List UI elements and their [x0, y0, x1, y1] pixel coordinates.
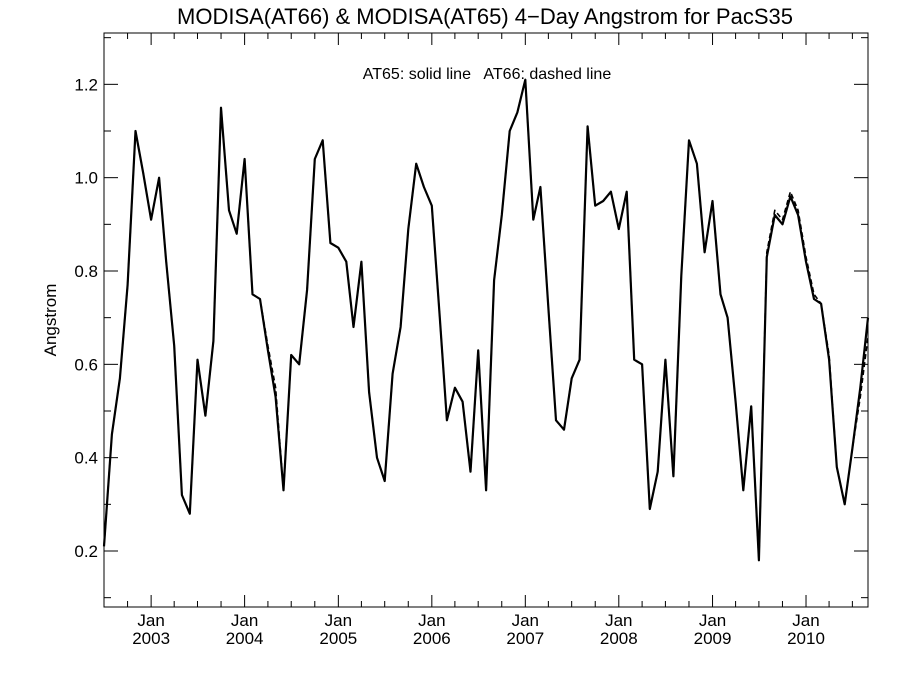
x-tick-month-label: Jan: [325, 611, 352, 630]
y-tick-label: 1.0: [74, 169, 98, 188]
line-style-annotation: AT65: solid line AT66: dashed line: [363, 66, 612, 83]
x-tick-month-label: Jan: [699, 611, 726, 630]
series-line-at66: [103, 78, 869, 562]
x-tick-month-label: Jan: [792, 611, 819, 630]
y-tick-label: 0.6: [74, 355, 98, 374]
y-tick-label: 0.4: [74, 449, 98, 468]
x-tick-year-label: 2009: [694, 629, 732, 648]
x-tick-year-label: 2003: [132, 629, 170, 648]
x-tick-month-label: Jan: [418, 611, 445, 630]
axis-ticks: [104, 33, 868, 607]
plot-frame: [103, 32, 869, 608]
chart-title: MODISA(AT66) & MODISA(AT65) 4−Day Angstr…: [177, 4, 793, 29]
x-tick-labels: Jan2003Jan2004Jan2005Jan2006Jan2007Jan20…: [132, 611, 825, 648]
x-tick-month-label: Jan: [137, 611, 164, 630]
x-tick-month-label: Jan: [231, 611, 258, 630]
x-tick-year-label: 2005: [319, 629, 357, 648]
x-tick-year-label: 2007: [506, 629, 544, 648]
y-tick-label: 0.2: [74, 542, 98, 561]
x-tick-month-label: Jan: [605, 611, 632, 630]
y-tick-label: 1.2: [74, 75, 98, 94]
x-tick-year-label: 2010: [787, 629, 825, 648]
x-tick-month-label: Jan: [512, 611, 539, 630]
series-lines: [102, 78, 870, 562]
x-tick-year-label: 2006: [413, 629, 451, 648]
y-axis-label: Angstrom: [41, 284, 60, 357]
x-tick-year-label: 2004: [226, 629, 264, 648]
y-tick-label: 0.8: [74, 262, 98, 281]
y-tick-labels: 0.2 0.4 0.6 0.8 1.0 1.2: [74, 75, 98, 561]
x-tick-year-label: 2008: [600, 629, 638, 648]
